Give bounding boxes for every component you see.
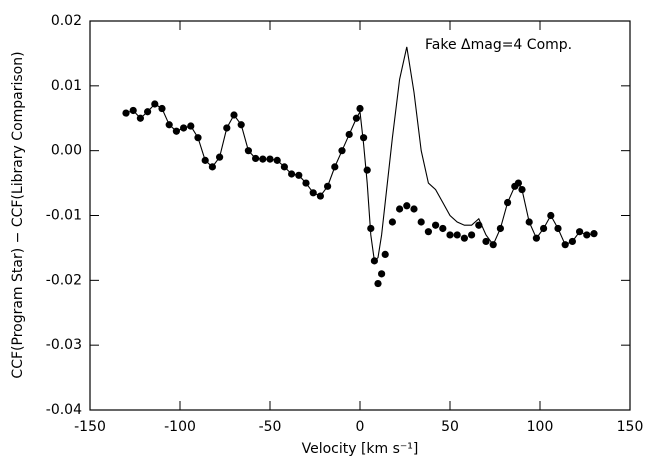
y-tick-label: 0.01 (51, 78, 82, 94)
x-axis-title: Velocity [km s⁻¹] (302, 441, 419, 457)
point (410, 205, 418, 213)
point (439, 224, 447, 233)
point (360, 134, 368, 142)
point (363, 166, 371, 174)
point (432, 221, 440, 229)
point (417, 218, 425, 226)
point (403, 202, 411, 210)
y-axis-title: CCF(Program Star) − CCF(Library Comparis… (10, 51, 26, 378)
x-tick-label: -50 (259, 419, 282, 435)
point (396, 205, 404, 213)
x-tick-label: 50 (441, 419, 459, 435)
point (468, 231, 476, 239)
point (424, 228, 432, 236)
point (388, 218, 396, 226)
point (381, 250, 389, 258)
y-tick-label: -0.01 (46, 208, 82, 224)
y-tick-label: -0.03 (46, 337, 82, 353)
point (482, 237, 490, 246)
y-tick-label: 0.00 (51, 143, 82, 159)
point (446, 231, 454, 239)
annotation: Fake Δmag=4 Comp. (425, 37, 572, 53)
x-tick-label: -150 (74, 419, 106, 435)
y-tick-label: -0.04 (46, 402, 82, 418)
point (378, 270, 386, 278)
y-tick-label: 0.02 (51, 13, 82, 29)
line (125, 46, 595, 262)
point (460, 234, 468, 242)
y-tick-label: -0.02 (46, 272, 82, 288)
point (122, 109, 130, 117)
x-tick-label: -100 (164, 419, 196, 435)
point (453, 231, 461, 239)
point (374, 279, 382, 288)
x-tick-label: 150 (617, 419, 644, 435)
x-tick-label: 0 (356, 419, 365, 435)
x-tick-label: 100 (527, 419, 554, 435)
point (356, 104, 364, 113)
